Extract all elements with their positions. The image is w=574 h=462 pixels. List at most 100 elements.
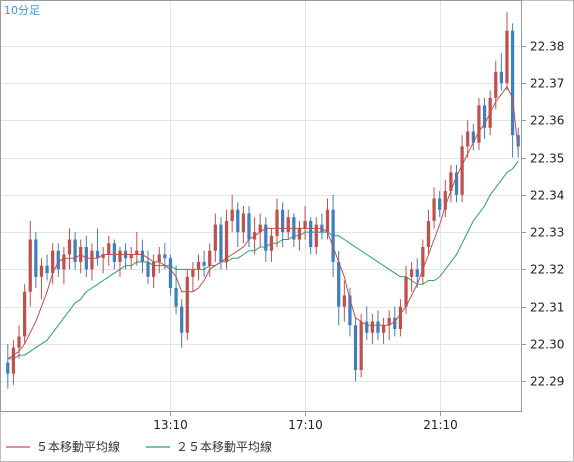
candle-down [331, 209, 335, 262]
candle-up [157, 254, 161, 262]
candle-up [118, 250, 122, 262]
candle-up [443, 191, 447, 210]
candle-down [6, 362, 10, 374]
candle-up [297, 228, 302, 240]
candle-up [432, 198, 436, 221]
candle-up [152, 261, 156, 277]
candle-down [56, 250, 60, 270]
candle-up [107, 243, 111, 255]
candle-up [51, 250, 55, 274]
y-tick-label: 22.33 [530, 226, 564, 240]
candle-up [269, 235, 274, 251]
candle-down [73, 239, 77, 262]
candle-up [213, 224, 217, 251]
candle-down [454, 172, 459, 195]
candle-up [241, 213, 245, 233]
candle-down [45, 265, 49, 274]
ma25-line [7, 160, 519, 360]
y-tick-label: 22.29 [530, 375, 564, 389]
legend-label-ma25: ２５本移動平均線 [176, 439, 272, 454]
candle-down [140, 250, 145, 262]
ma5-line [7, 85, 519, 360]
candle-up [129, 254, 133, 259]
candle-up [196, 261, 201, 270]
candle-down [516, 135, 520, 147]
candle-up [410, 269, 414, 277]
candle-down [510, 30, 515, 136]
x-tick-label: 17:10 [288, 418, 323, 432]
candle-down [34, 239, 38, 277]
candle-up [494, 71, 498, 98]
candle-up [28, 239, 32, 292]
candle-down [168, 258, 173, 288]
candle-down [499, 71, 503, 83]
legend: ５本移動平均線 ２５本移動平均線 [6, 439, 272, 454]
gridlines [1, 1, 521, 411]
candle-up [90, 250, 94, 270]
candle-up [230, 209, 234, 221]
candle-down [376, 321, 380, 333]
candle-up [370, 321, 374, 333]
candle-down [112, 243, 116, 262]
candle-down [163, 254, 167, 259]
candle-down [415, 269, 419, 277]
candle-up [449, 172, 453, 192]
y-tick-label: 22.31 [530, 301, 564, 315]
y-axis: 22.29 22.30 22.31 22.32 22.33 22.34 22.35 22.36… [521, 40, 564, 389]
candle-up [359, 321, 363, 370]
x-axis: 13:10 17:10 21:10 [153, 411, 458, 432]
ma5-line-group [7, 85, 519, 360]
candles [6, 12, 520, 389]
candle-down [180, 306, 184, 333]
candle-down [337, 261, 341, 307]
candle-down [95, 250, 100, 259]
candle-up [23, 291, 27, 337]
candle-down [309, 220, 313, 247]
candle-down [219, 224, 223, 262]
candle-up [398, 306, 403, 329]
candle-up [421, 247, 425, 277]
y-tick-label: 22.36 [530, 114, 564, 128]
candle-up [191, 269, 195, 277]
candle-down [236, 209, 240, 233]
candle-down [146, 261, 150, 277]
candle-up [258, 224, 262, 233]
candle-up [67, 239, 72, 255]
candle-up [404, 276, 408, 307]
candle-down [365, 321, 369, 333]
x-tick-label: 21:10 [423, 418, 458, 432]
candle-up [466, 131, 470, 147]
timeframe-label: 10分足 [4, 4, 40, 17]
candle-up [286, 217, 290, 233]
candle-up [208, 250, 212, 266]
candle-up [477, 105, 481, 143]
candle-down [174, 288, 178, 307]
y-tick-label: 22.37 [530, 77, 564, 91]
candle-up [325, 209, 330, 233]
candle-down [202, 261, 206, 266]
candle-up [505, 30, 509, 83]
candle-up [387, 317, 391, 326]
y-tick-label: 22.38 [530, 40, 564, 54]
y-tick-label: 22.35 [530, 152, 564, 166]
y-tick-label: 22.34 [530, 189, 564, 203]
candle-down [264, 224, 268, 251]
candle-down [393, 317, 397, 329]
legend-label-ma5: ５本移動平均線 [36, 439, 120, 454]
candle-down [353, 325, 358, 370]
candle-up [17, 336, 21, 348]
plot-frame [0, 0, 522, 412]
candle-up [426, 220, 431, 247]
candle-down [438, 198, 442, 210]
candle-up [11, 347, 16, 374]
candle-down [281, 209, 285, 233]
candle-down [247, 213, 251, 240]
candle-up [342, 295, 346, 307]
y-tick-label: 22.30 [530, 338, 564, 352]
y-tick-label: 22.32 [530, 263, 564, 277]
candle-up [275, 209, 279, 236]
x-tick-label: 13:10 [153, 418, 188, 432]
candle-up [224, 220, 229, 262]
candle-up [460, 146, 464, 195]
